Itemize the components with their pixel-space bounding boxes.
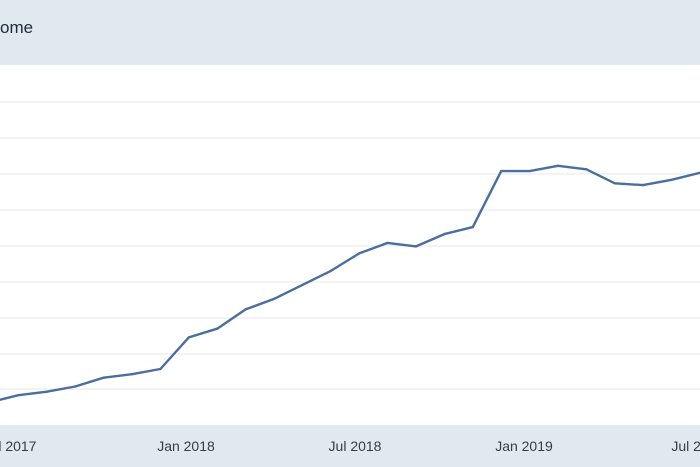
x-tick-label: Jan 2018 <box>157 438 215 454</box>
data-point <box>613 182 616 185</box>
data-point <box>670 178 673 181</box>
x-axis-ticks: Jul 2017 Jan 2018 Jul 2018 Jan 2019 Jul 20 <box>0 438 700 454</box>
data-point <box>556 164 560 167</box>
data-point <box>187 336 190 339</box>
gridlines <box>0 101 700 390</box>
data-point <box>386 241 389 245</box>
data-point <box>329 269 332 273</box>
data-point <box>74 385 77 388</box>
x-axis-band <box>0 425 700 467</box>
data-point <box>216 327 219 330</box>
data-point <box>414 245 418 248</box>
data-point <box>272 297 276 301</box>
data-point <box>17 394 20 397</box>
x-tick-label: Jul 2018 <box>329 438 382 454</box>
x-tick-label: Jan 2019 <box>495 438 553 454</box>
data-point <box>130 373 134 376</box>
data-point <box>443 232 446 236</box>
data-point <box>642 183 645 187</box>
data-point <box>585 168 588 171</box>
data-point <box>301 283 304 287</box>
data-point <box>528 169 531 173</box>
data-point <box>159 367 162 371</box>
x-tick-label: Jul 2017 <box>0 438 37 454</box>
x-tick-label: Jul 20 <box>671 438 700 454</box>
data-point <box>45 390 48 393</box>
series-group <box>0 164 700 401</box>
chart-title: ome <box>0 18 34 37</box>
chart-header: ome <box>0 0 700 65</box>
data-point <box>102 376 105 379</box>
data-point <box>471 225 474 229</box>
data-point <box>500 169 503 173</box>
data-point <box>244 308 247 311</box>
data-point <box>358 252 361 255</box>
series-line <box>0 164 700 401</box>
plot-area <box>0 65 700 425</box>
